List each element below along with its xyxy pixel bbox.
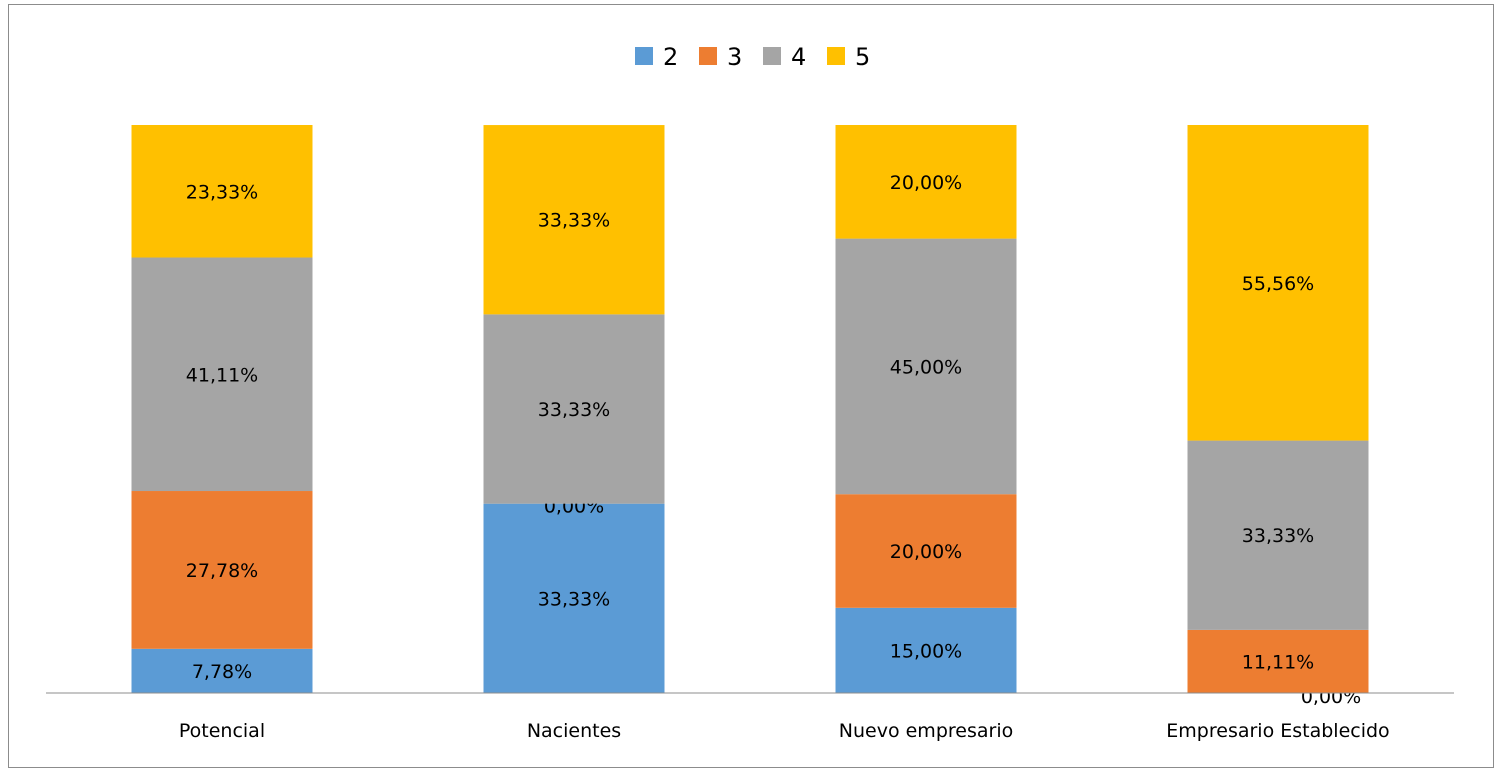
data-label: 20,00% xyxy=(890,541,962,563)
bar-segment xyxy=(1187,629,1369,693)
legend: 2 3 4 5 xyxy=(635,43,870,71)
bar-segment xyxy=(1187,440,1369,630)
data-label: 7,78% xyxy=(192,661,252,683)
data-label: 23,33% xyxy=(186,181,258,203)
bar-segment xyxy=(835,607,1017,693)
legend-swatch xyxy=(827,47,845,65)
legend-label: 3 xyxy=(727,43,742,71)
bar-segment xyxy=(835,238,1017,495)
legend-swatch xyxy=(699,47,717,65)
data-label: 27,78% xyxy=(186,560,258,582)
bar-segment xyxy=(131,125,313,258)
legend-label: 4 xyxy=(791,43,806,71)
bar-segment xyxy=(835,125,1017,239)
x-axis-tick-labels: Potencial Nacientes Nuevo empresario Empres… xyxy=(179,720,1390,742)
x-tick-label: Empresario Establecido xyxy=(1166,720,1389,742)
data-label: 15,00% xyxy=(890,640,962,662)
bar-segment xyxy=(131,648,313,693)
bar-segment xyxy=(483,314,665,504)
data-label: 33,33% xyxy=(1242,525,1314,547)
data-label: 33,33% xyxy=(538,399,610,421)
bar-segment xyxy=(131,257,313,492)
legend-label: 5 xyxy=(855,43,870,71)
x-tick-label: Nacientes xyxy=(527,720,621,742)
legend-swatch xyxy=(635,47,653,65)
bar-segment xyxy=(483,125,665,315)
data-label: 45,00% xyxy=(890,356,962,378)
legend-swatch xyxy=(763,47,781,65)
plot-area: 7,78%27,78%41,11%23,33%33,33%0,00%33,33%… xyxy=(131,125,1369,708)
data-label: 33,33% xyxy=(538,210,610,232)
data-label: 33,33% xyxy=(538,588,610,610)
x-tick-label: Potencial xyxy=(179,720,265,742)
data-label: 20,00% xyxy=(890,172,962,194)
data-label: 41,11% xyxy=(186,364,258,386)
data-label: 11,11% xyxy=(1242,651,1314,673)
data-label: 55,56% xyxy=(1242,273,1314,295)
bar-segment xyxy=(483,503,665,693)
bar-segment xyxy=(1187,125,1369,441)
legend-label: 2 xyxy=(663,43,678,71)
bar-segment xyxy=(131,491,313,649)
bar-segment xyxy=(835,494,1017,608)
x-tick-label: Nuevo empresario xyxy=(839,720,1013,742)
